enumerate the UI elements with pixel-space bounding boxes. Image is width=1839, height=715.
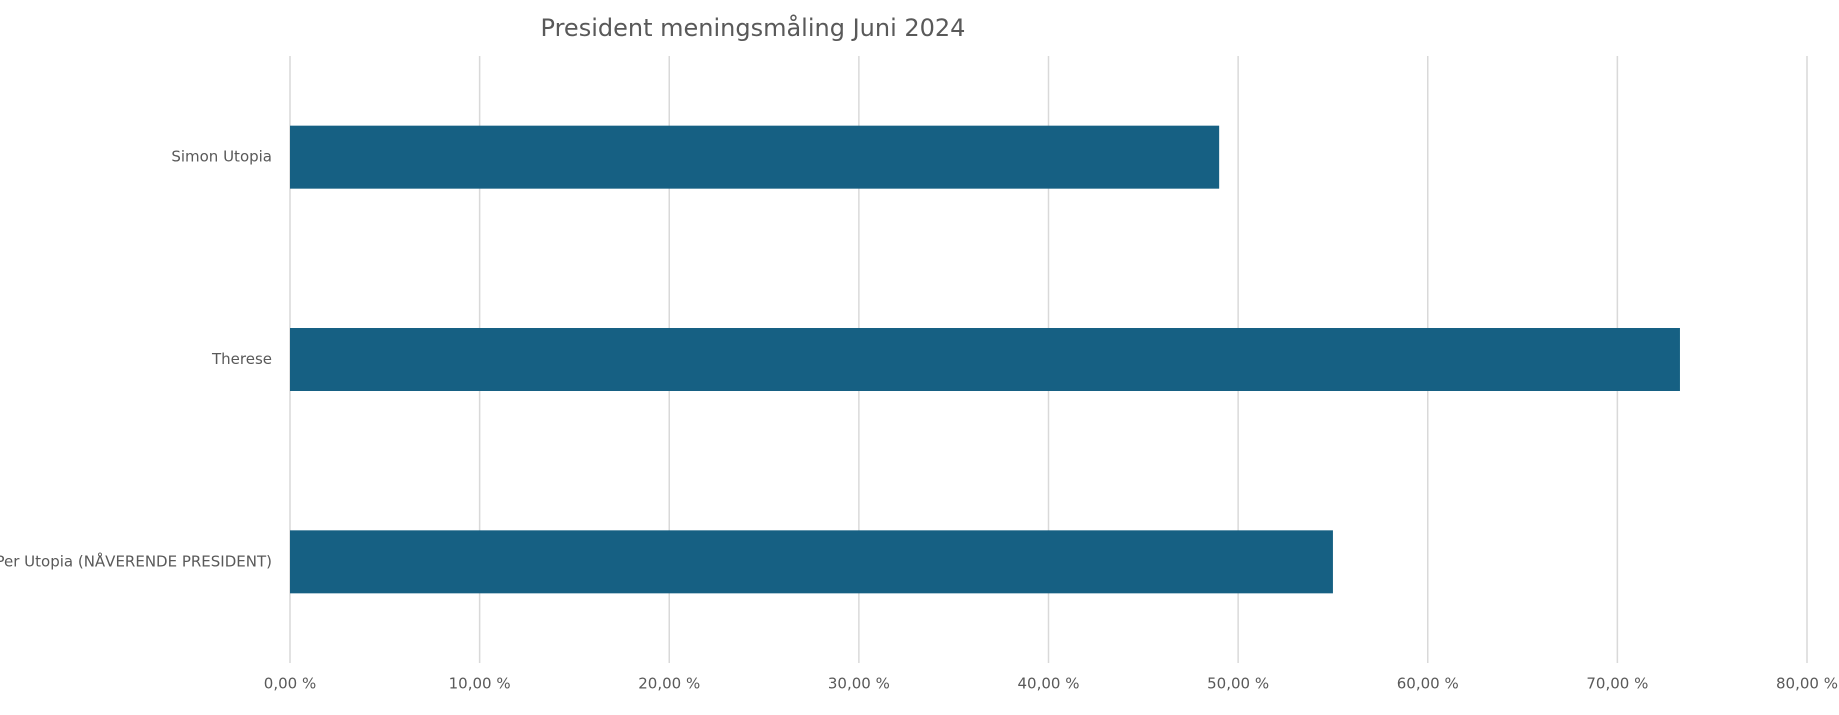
x-tick-label: 20,00 %: [638, 675, 700, 693]
chart-title: President meningsmåling Juni 2024: [541, 13, 966, 42]
x-tick-label: 80,00 %: [1776, 675, 1838, 693]
x-tick-label: 40,00 %: [1018, 675, 1080, 693]
x-tick-label: 30,00 %: [828, 675, 890, 693]
x-tick-label: 60,00 %: [1397, 675, 1459, 693]
x-tick-label: 50,00 %: [1207, 675, 1269, 693]
x-tick-label: 70,00 %: [1586, 675, 1648, 693]
y-tick-label: Simon Utopia: [171, 148, 272, 166]
y-tick-label: Per Utopia (NÅVERENDE PRESIDENT): [0, 551, 272, 570]
y-tick-label: Therese: [211, 350, 272, 368]
x-tick-label: 0,00 %: [264, 675, 316, 693]
x-tick-label: 10,00 %: [449, 675, 511, 693]
bar: [290, 125, 1220, 189]
bar: [290, 328, 1680, 391]
bar: [290, 530, 1333, 594]
